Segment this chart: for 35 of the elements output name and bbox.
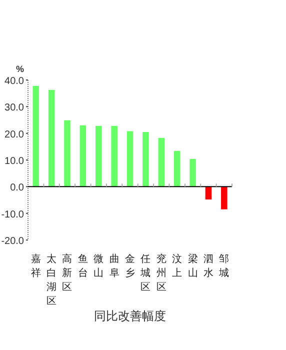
x-axis-title: 同比改善幅度 [94,309,166,323]
x-tick-label: 鱼台 [78,253,88,279]
y-axis-title: % [16,64,24,74]
y-tick-label: -20.0 [1,236,24,247]
bar [221,186,228,210]
bar [190,158,196,187]
y-tick-label: 10.0 [4,156,24,167]
x-tick-label: 邹城 [218,253,230,279]
bar [80,125,86,187]
bar [48,90,55,187]
bar [95,126,102,187]
x-tick-label: 梁山 [188,253,198,279]
x-tick-label: 金乡 [125,253,135,279]
x-tick-label: 微山 [94,254,104,279]
bar [174,150,180,187]
x-tick-label: 任城区 [140,254,151,293]
bar [64,120,70,187]
y-tick-label: -10.0 [1,209,24,220]
bar [142,132,149,187]
bar [126,131,134,187]
bar [205,186,212,200]
x-tick-label: 嘉祥 [30,253,41,279]
x-tick-label: 泗水 [203,253,214,279]
bar [158,138,165,187]
bar [111,126,118,187]
x-tick-label: 汶上 [172,253,182,279]
x-tick-label: 高新区 [62,253,72,293]
y-tick-label: 0.0 [10,182,24,194]
x-tick-label: 兖州区 [156,253,166,293]
y-tick-label: 40.0 [4,76,24,87]
y-tick-label: 30.0 [4,102,24,114]
bar [32,86,39,187]
x-tick-label: 太白湖区 [46,253,57,307]
y-tick-label: 20.0 [4,129,24,140]
x-tick-label: 曲阜 [109,253,120,279]
